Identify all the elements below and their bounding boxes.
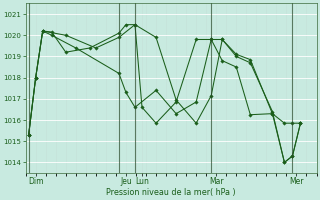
X-axis label: Pression niveau de la mer( hPa ): Pression niveau de la mer( hPa ) [106,188,236,197]
